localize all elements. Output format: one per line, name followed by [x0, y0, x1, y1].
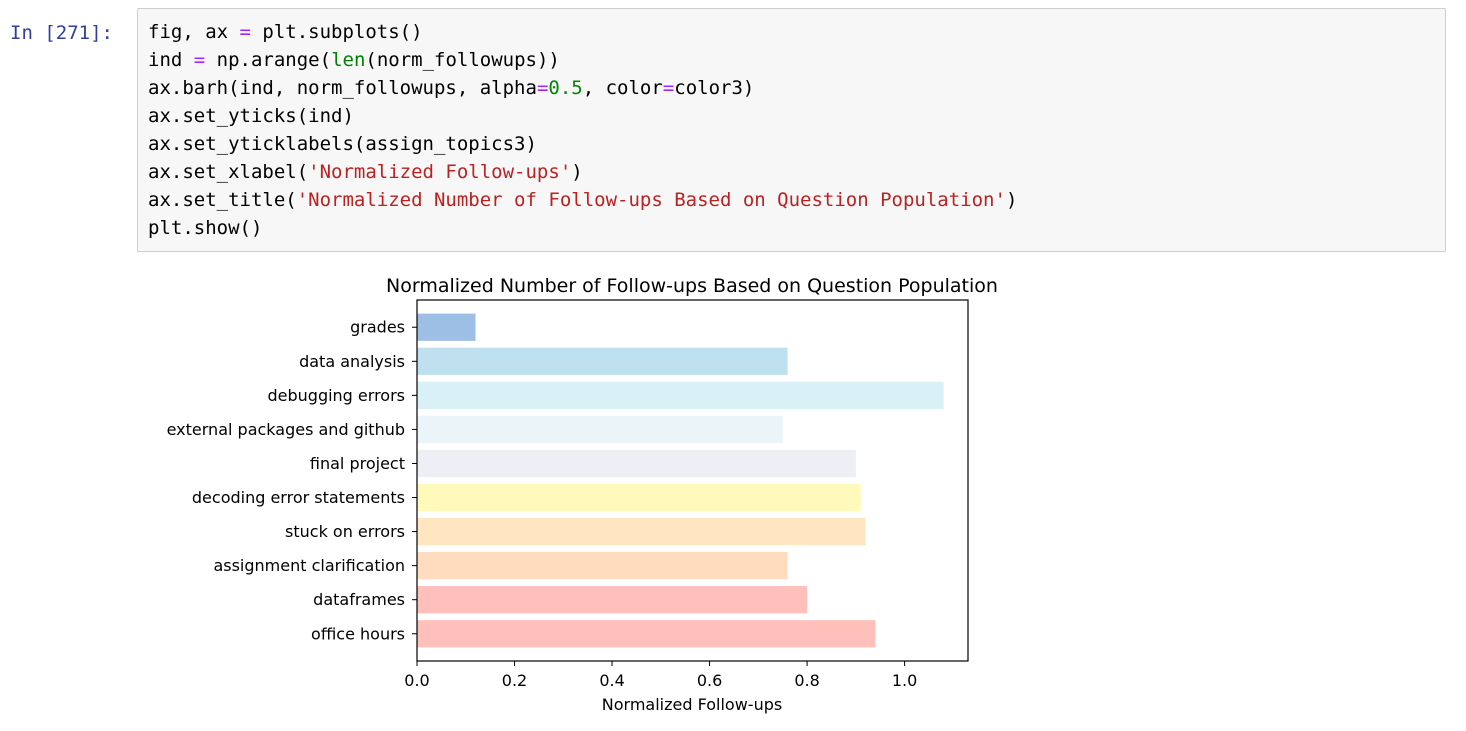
x-tick-label: 0.2 — [502, 671, 527, 690]
code-token: plt.subplots() — [250, 21, 423, 43]
code-token: ) — [571, 161, 583, 183]
bar-chart: Normalized Number of Follow-ups Based on… — [167, 275, 998, 714]
code-token: ax.set_yticks(ind) — [148, 105, 354, 127]
bar-data-analysis — [417, 347, 788, 375]
code-token: ind — [148, 49, 194, 71]
x-tick-label: 0.0 — [404, 671, 429, 690]
code-line: ax.set_yticks(ind) — [148, 105, 354, 127]
bar-external-packages-and-github — [417, 415, 783, 444]
bar-office-hours — [417, 620, 876, 648]
code-token: color3) — [674, 77, 755, 99]
code-token: 0.5 — [548, 77, 583, 99]
code-line: ax.set_xlabel('Normalized Follow-ups') — [148, 161, 583, 183]
code-token: (norm_followups)) — [365, 49, 560, 71]
code-token: 'Normalized Follow-ups' — [308, 161, 572, 183]
bar-decoding-error-statements — [417, 483, 861, 512]
chart-title: Normalized Number of Follow-ups Based on… — [386, 275, 998, 297]
bar-grades — [417, 313, 476, 341]
y-tick-label: external packages and github — [167, 420, 405, 439]
code-token: , color — [582, 77, 663, 99]
x-tick-label: 0.4 — [599, 671, 624, 690]
code-token: = — [536, 77, 549, 99]
code-line: ax.barh(ind, norm_followups, alpha=0.5, … — [148, 77, 754, 99]
y-tick-label: assignment clarification — [213, 556, 405, 575]
x-tick-label: 0.8 — [794, 671, 819, 690]
plot-area-frame — [416, 299, 969, 662]
bar-debugging-errors — [417, 381, 944, 409]
cell-prompt: In [271]: — [10, 22, 113, 44]
code-token: = — [239, 21, 251, 43]
y-tick-label: office hours — [311, 624, 405, 643]
code-cell[interactable]: fig, ax = plt.subplots() ind = np.arange… — [137, 8, 1446, 252]
code-token: ax.set_yticklabels(assign_topics3) — [148, 133, 537, 155]
code-token: 'Normalized Number of Follow-ups Based o… — [296, 189, 1006, 211]
code-token: fig, ax — [148, 21, 240, 43]
bar-assignment-clarification — [417, 552, 788, 580]
code-line: fig, ax = plt.subplots() — [148, 21, 423, 43]
code-line: ax.set_yticklabels(assign_topics3) — [148, 133, 537, 155]
bar-dataframes — [417, 586, 808, 614]
y-tick-label: dataframes — [313, 590, 405, 609]
code-editor[interactable]: fig, ax = plt.subplots() ind = np.arange… — [148, 18, 1017, 242]
y-tick-label: grades — [350, 318, 405, 337]
code-token: = — [193, 49, 206, 71]
code-line: ind = np.arange(len(norm_followups)) — [148, 49, 560, 71]
y-tick-label: decoding error statements — [192, 488, 405, 507]
y-tick-label: stuck on errors — [285, 522, 405, 541]
code-line: ax.set_title('Normalized Number of Follo… — [148, 189, 1017, 211]
code-token: ax.barh(ind, norm_followups, alpha — [148, 77, 537, 99]
y-tick-label: final project — [310, 454, 405, 473]
bar-final-project — [417, 449, 856, 478]
x-axis-label: Normalized Follow-ups — [602, 695, 782, 714]
code-token: len — [331, 49, 366, 71]
code-token: ax.set_xlabel( — [148, 161, 309, 183]
code-token: = — [662, 77, 675, 99]
code-token: np.arange( — [205, 49, 332, 71]
code-token: plt.show() — [148, 217, 263, 239]
code-token: ) — [1005, 189, 1018, 211]
y-tick-label: data analysis — [299, 352, 405, 371]
x-tick-label: 0.6 — [697, 671, 722, 690]
bar-stuck-on-errors — [417, 517, 866, 546]
x-tick-label: 1.0 — [892, 671, 917, 690]
code-line: plt.show() — [148, 217, 262, 239]
y-tick-label: debugging errors — [267, 386, 405, 405]
code-token: ax.set_title( — [148, 189, 297, 211]
